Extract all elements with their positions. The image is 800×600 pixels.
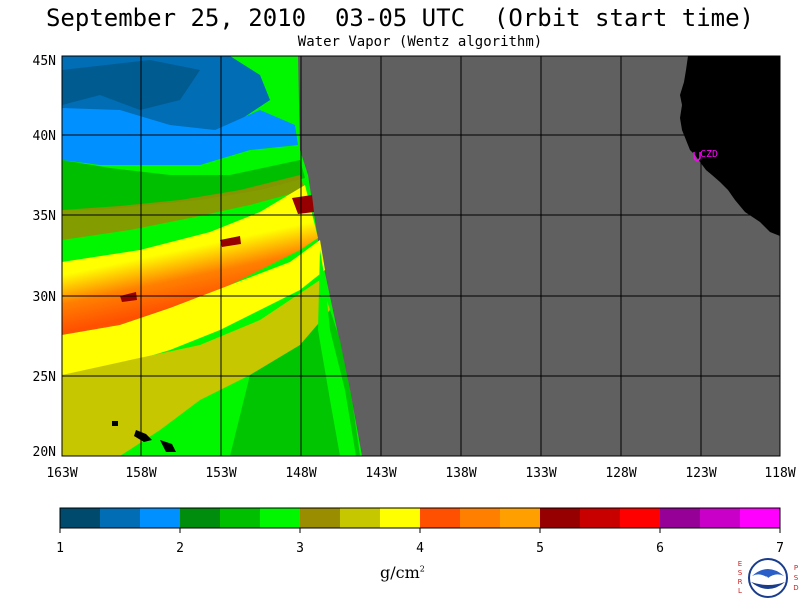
colorbar-swatch <box>460 508 501 528</box>
lon-label: 133W <box>525 466 556 481</box>
field-yellowolive <box>62 280 330 456</box>
colorbar-swatch <box>380 508 421 528</box>
noaa-seal-text: NOAA <box>759 576 777 583</box>
noaa-seal-wave <box>751 582 785 589</box>
colorbar-tick-label: 3 <box>296 541 304 556</box>
colorbar-swatch <box>500 508 541 528</box>
colorbar-swatch <box>540 508 581 528</box>
field-olive <box>62 175 305 240</box>
map-frame <box>61 55 781 457</box>
colorbar-swatch <box>620 508 661 528</box>
field-darkred-patch <box>292 195 314 214</box>
colorbar-tick-label: 6 <box>656 541 664 556</box>
lat-label: 30N <box>33 290 56 305</box>
colorbar-swatch <box>300 508 341 528</box>
map-area <box>62 56 780 456</box>
lon-label: 138W <box>445 466 476 481</box>
field-deepblue <box>62 60 200 110</box>
chart-title: September 25, 2010 03-05 UTC (Orbit star… <box>45 4 754 32</box>
colorbar-swatch <box>420 508 461 528</box>
lat-label: 35N <box>33 209 56 224</box>
colorbar-swatch <box>660 508 701 528</box>
lat-label: 20N <box>33 445 56 460</box>
lat-label: 40N <box>33 129 56 144</box>
units-base: g/cm <box>380 563 420 582</box>
field-midgreen <box>62 160 305 210</box>
station-label: CZD <box>700 149 718 160</box>
lon-label: 148W <box>285 466 316 481</box>
field-islands <box>134 430 152 442</box>
logo-letter-left: E <box>738 560 742 568</box>
colorbar-swatch <box>260 508 301 528</box>
units-exponent: 2 <box>419 564 425 574</box>
lon-label: 128W <box>605 466 636 481</box>
colorbar-swatch <box>60 508 101 528</box>
lon-label: 123W <box>685 466 716 481</box>
lon-label: 153W <box>205 466 236 481</box>
logo-letter-right: D <box>793 584 798 592</box>
lon-label: 163W <box>46 466 77 481</box>
logo-letter-left: S <box>738 569 743 577</box>
field-islands-2 <box>160 440 176 452</box>
chart-subtitle: Water Vapor (Wentz algorithm) <box>297 34 543 50</box>
lon-label: 158W <box>125 466 156 481</box>
colorbar-swatch <box>220 508 261 528</box>
colorbar-swatch <box>100 508 141 528</box>
station-marker <box>693 152 701 162</box>
colorbar-units: g/cm2 <box>380 563 425 582</box>
field-darkred-patch-3 <box>120 292 137 302</box>
colorbar-swatch <box>740 508 781 528</box>
lat-label: 45N <box>33 54 56 69</box>
latitude-labels: 45N 40N 35N 30N 25N 20N <box>33 54 56 460</box>
colorbar-tick-label: 7 <box>776 541 784 556</box>
lon-label: 118W <box>764 466 795 481</box>
colorbar-tick-label: 1 <box>56 541 64 556</box>
colorbar-tick-label: 2 <box>176 541 184 556</box>
colorbar-swatch <box>580 508 621 528</box>
station-icon <box>693 152 701 162</box>
water-vapor-field <box>62 56 362 456</box>
logo-letter-right: P <box>794 564 798 572</box>
land-north-america <box>680 56 780 236</box>
field-darkred-patch-2 <box>220 236 241 247</box>
field-islands-3 <box>112 421 118 426</box>
colorbar-swatch <box>140 508 181 528</box>
noaa-seal-bird <box>752 569 784 578</box>
lon-label: 143W <box>365 466 396 481</box>
graticule <box>62 56 780 456</box>
colorbar-ticks: 1 2 3 4 5 6 7 <box>56 528 784 556</box>
colorbar-tick-label: 5 <box>536 541 544 556</box>
colorbar-swatch <box>180 508 221 528</box>
field-yellow <box>62 240 325 375</box>
logo-letter-right: S <box>794 574 799 582</box>
colorbar-tick-label: 4 <box>416 541 424 556</box>
colorbar <box>60 508 781 528</box>
longitude-labels: 163W 158W 153W 148W 143W 138W 133W 128W … <box>46 466 795 481</box>
colorbar-swatch <box>340 508 381 528</box>
noaa-logo: E S R L P S D NOAA <box>738 558 799 598</box>
colorbar-swatch <box>700 508 741 528</box>
field-brightgreen-east <box>318 250 356 456</box>
logo-letter-left: R <box>738 578 743 586</box>
logo-letter-left: L <box>738 587 742 595</box>
field-blue <box>62 108 298 165</box>
lat-label: 25N <box>33 370 56 385</box>
